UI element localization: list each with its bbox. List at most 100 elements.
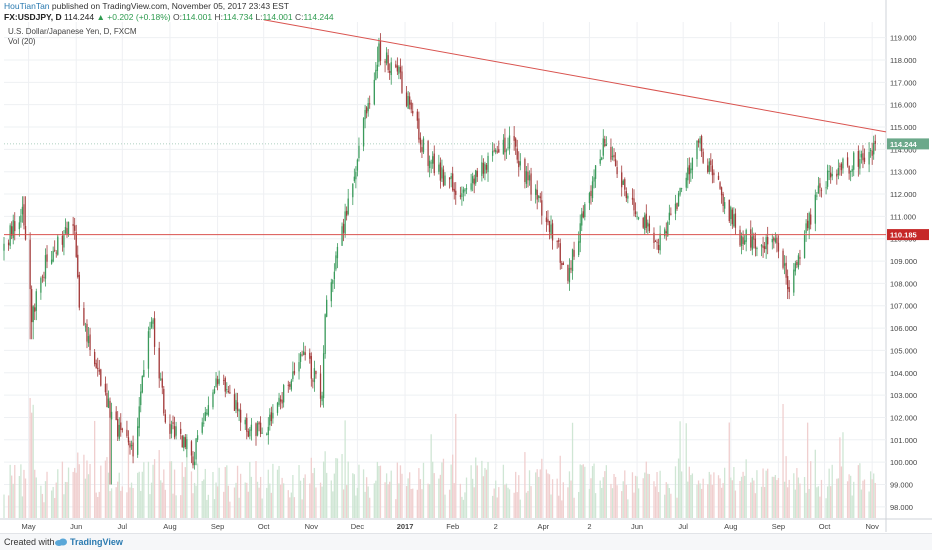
volume-bar (601, 487, 603, 518)
candle-body (432, 156, 434, 164)
candle-body (751, 236, 753, 250)
volume-bar (324, 451, 326, 518)
candle-body (153, 318, 156, 347)
volume-bar (498, 487, 500, 518)
volume-bar (104, 460, 107, 518)
volume-bar (756, 470, 758, 518)
candle-body (183, 436, 185, 448)
candle-body (539, 196, 541, 199)
candle-body (452, 173, 454, 191)
volume-bar (581, 465, 583, 518)
candle-body (541, 200, 543, 216)
volume-bar (656, 472, 658, 518)
volume-bar (266, 487, 268, 518)
volume-bar (427, 483, 429, 518)
volume-bar (624, 470, 626, 518)
volume-bar (754, 493, 757, 518)
candle-body (321, 395, 323, 402)
symbol-label[interactable]: FX:USDJPY, D (4, 12, 62, 22)
volume-bar (164, 489, 166, 518)
candle-body (579, 223, 581, 243)
volume-bar (720, 487, 723, 518)
instrument-title: U.S. Dollar/Japanese Yen, D, FXCM (8, 27, 137, 36)
volume-bar (9, 464, 11, 518)
candle-body (430, 162, 432, 164)
volume-bar (862, 480, 864, 518)
volume-bar (644, 472, 646, 518)
candle-body (115, 411, 117, 420)
candle-body (54, 249, 56, 251)
candle-body (647, 222, 649, 227)
candle-body (14, 221, 16, 232)
volume-bar (389, 481, 391, 518)
candle-body (674, 203, 677, 214)
volume-bar (750, 482, 752, 518)
volume-bar (637, 488, 640, 518)
candle-body (298, 362, 300, 372)
volume-bar (516, 492, 518, 518)
candle-body (163, 389, 165, 414)
candle-body (395, 64, 397, 68)
volume-bar (559, 455, 561, 518)
volume-bar (409, 472, 411, 518)
candle-body (476, 170, 478, 177)
volume-bar (799, 483, 801, 518)
volume-bar (130, 482, 133, 518)
volume-bar (261, 498, 263, 518)
drawings[interactable] (4, 19, 887, 236)
candle-body (805, 223, 807, 234)
volume-bar (627, 499, 629, 518)
candle-body (763, 246, 766, 250)
volume-bar (839, 437, 841, 518)
candle-body (184, 437, 186, 448)
candle-body (356, 159, 359, 171)
volume-bar (98, 491, 100, 518)
candle-body (364, 110, 366, 120)
volume-bar (181, 462, 183, 518)
candle-body (249, 429, 251, 437)
volume-bar (507, 487, 509, 518)
candle-body (535, 188, 537, 195)
candle-body (9, 225, 11, 246)
volume-bar (762, 468, 764, 518)
price-axis[interactable]: 98.000 99.000 100.000 101.000 102.000 103.000… (890, 34, 917, 512)
up-arrow-icon: ▲ (96, 12, 105, 22)
volume-bar (46, 471, 48, 518)
candle-body (20, 215, 22, 223)
volume-bar (688, 466, 690, 518)
publish-line: HouTianTan published on TradingView.com,… (4, 1, 289, 11)
candle-body (83, 308, 85, 326)
candle-body (797, 255, 800, 268)
volume-bar (710, 474, 712, 518)
volume-bar (621, 491, 623, 518)
volume-bar (475, 457, 477, 518)
volume-bar (61, 461, 64, 518)
candle-body (322, 353, 325, 399)
volume-bar (244, 482, 246, 518)
volume-bar (874, 482, 876, 518)
candle-body (551, 223, 554, 241)
volume-bar (805, 492, 807, 518)
candle-body (409, 96, 411, 105)
volume-bar (172, 493, 174, 518)
volume-legend: Vol (20) (8, 37, 36, 46)
y-tick-label: 114.000 (890, 145, 917, 154)
tradingview-brand-link[interactable]: TradingView (70, 537, 123, 547)
candle-body (516, 148, 518, 160)
author-link[interactable]: HouTianTan (4, 1, 50, 11)
volume-bar (567, 487, 569, 518)
y-tick-label: 108.000 (890, 279, 917, 288)
volume-bar (379, 465, 382, 518)
volume-bar (127, 437, 130, 518)
candle-body (292, 371, 294, 379)
time-axis[interactable]: May Jun Jul Aug Sep Oct Nov Dec 2017 Feb 2 Apr 2 Jun J… (21, 522, 879, 531)
volume-bar (235, 482, 237, 518)
candle-body (777, 242, 780, 252)
candle-body (644, 215, 646, 231)
candle-body (379, 40, 382, 61)
candle-body (794, 263, 796, 272)
candle-body (739, 229, 741, 246)
volume-bar (473, 487, 475, 518)
